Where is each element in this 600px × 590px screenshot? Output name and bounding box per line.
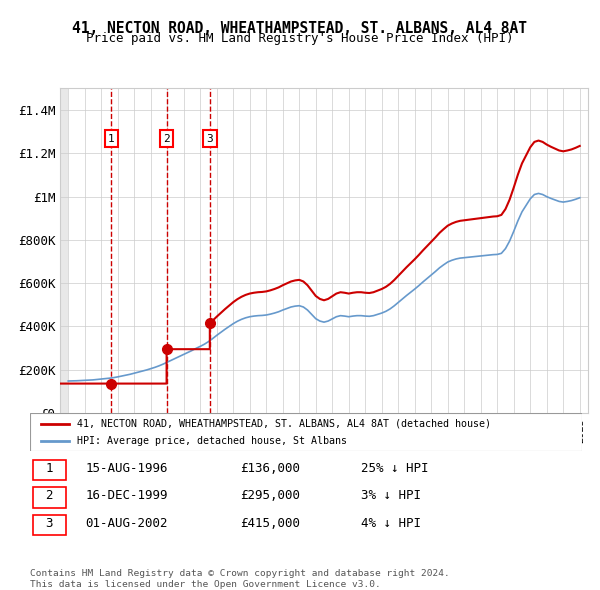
Text: £295,000: £295,000 [240, 489, 300, 502]
Text: 15-AUG-1996: 15-AUG-1996 [85, 462, 168, 475]
Text: HPI: Average price, detached house, St Albans: HPI: Average price, detached house, St A… [77, 435, 347, 445]
Text: 1: 1 [108, 134, 115, 144]
FancyBboxPatch shape [33, 460, 66, 480]
Text: Price paid vs. HM Land Registry's House Price Index (HPI): Price paid vs. HM Land Registry's House … [86, 32, 514, 45]
Text: 25% ↓ HPI: 25% ↓ HPI [361, 462, 428, 475]
Text: 01-AUG-2002: 01-AUG-2002 [85, 517, 168, 530]
Text: 4% ↓ HPI: 4% ↓ HPI [361, 517, 421, 530]
Text: 3: 3 [46, 517, 53, 530]
Text: 41, NECTON ROAD, WHEATHAMPSTEAD, ST. ALBANS, AL4 8AT: 41, NECTON ROAD, WHEATHAMPSTEAD, ST. ALB… [73, 21, 527, 35]
Text: Contains HM Land Registry data © Crown copyright and database right 2024.
This d: Contains HM Land Registry data © Crown c… [30, 569, 450, 589]
Text: 16-DEC-1999: 16-DEC-1999 [85, 489, 168, 502]
Text: 3% ↓ HPI: 3% ↓ HPI [361, 489, 421, 502]
Text: 3: 3 [206, 134, 213, 144]
Text: 2: 2 [46, 489, 53, 502]
Text: 1: 1 [46, 462, 53, 475]
Bar [60, 88, 68, 413]
Text: 2: 2 [163, 134, 170, 144]
FancyBboxPatch shape [30, 413, 582, 451]
Text: £415,000: £415,000 [240, 517, 300, 530]
Text: £136,000: £136,000 [240, 462, 300, 475]
Bar [60, 88, 68, 413]
FancyBboxPatch shape [33, 487, 66, 507]
Text: 41, NECTON ROAD, WHEATHAMPSTEAD, ST. ALBANS, AL4 8AT (detached house): 41, NECTON ROAD, WHEATHAMPSTEAD, ST. ALB… [77, 419, 491, 429]
FancyBboxPatch shape [33, 515, 66, 535]
